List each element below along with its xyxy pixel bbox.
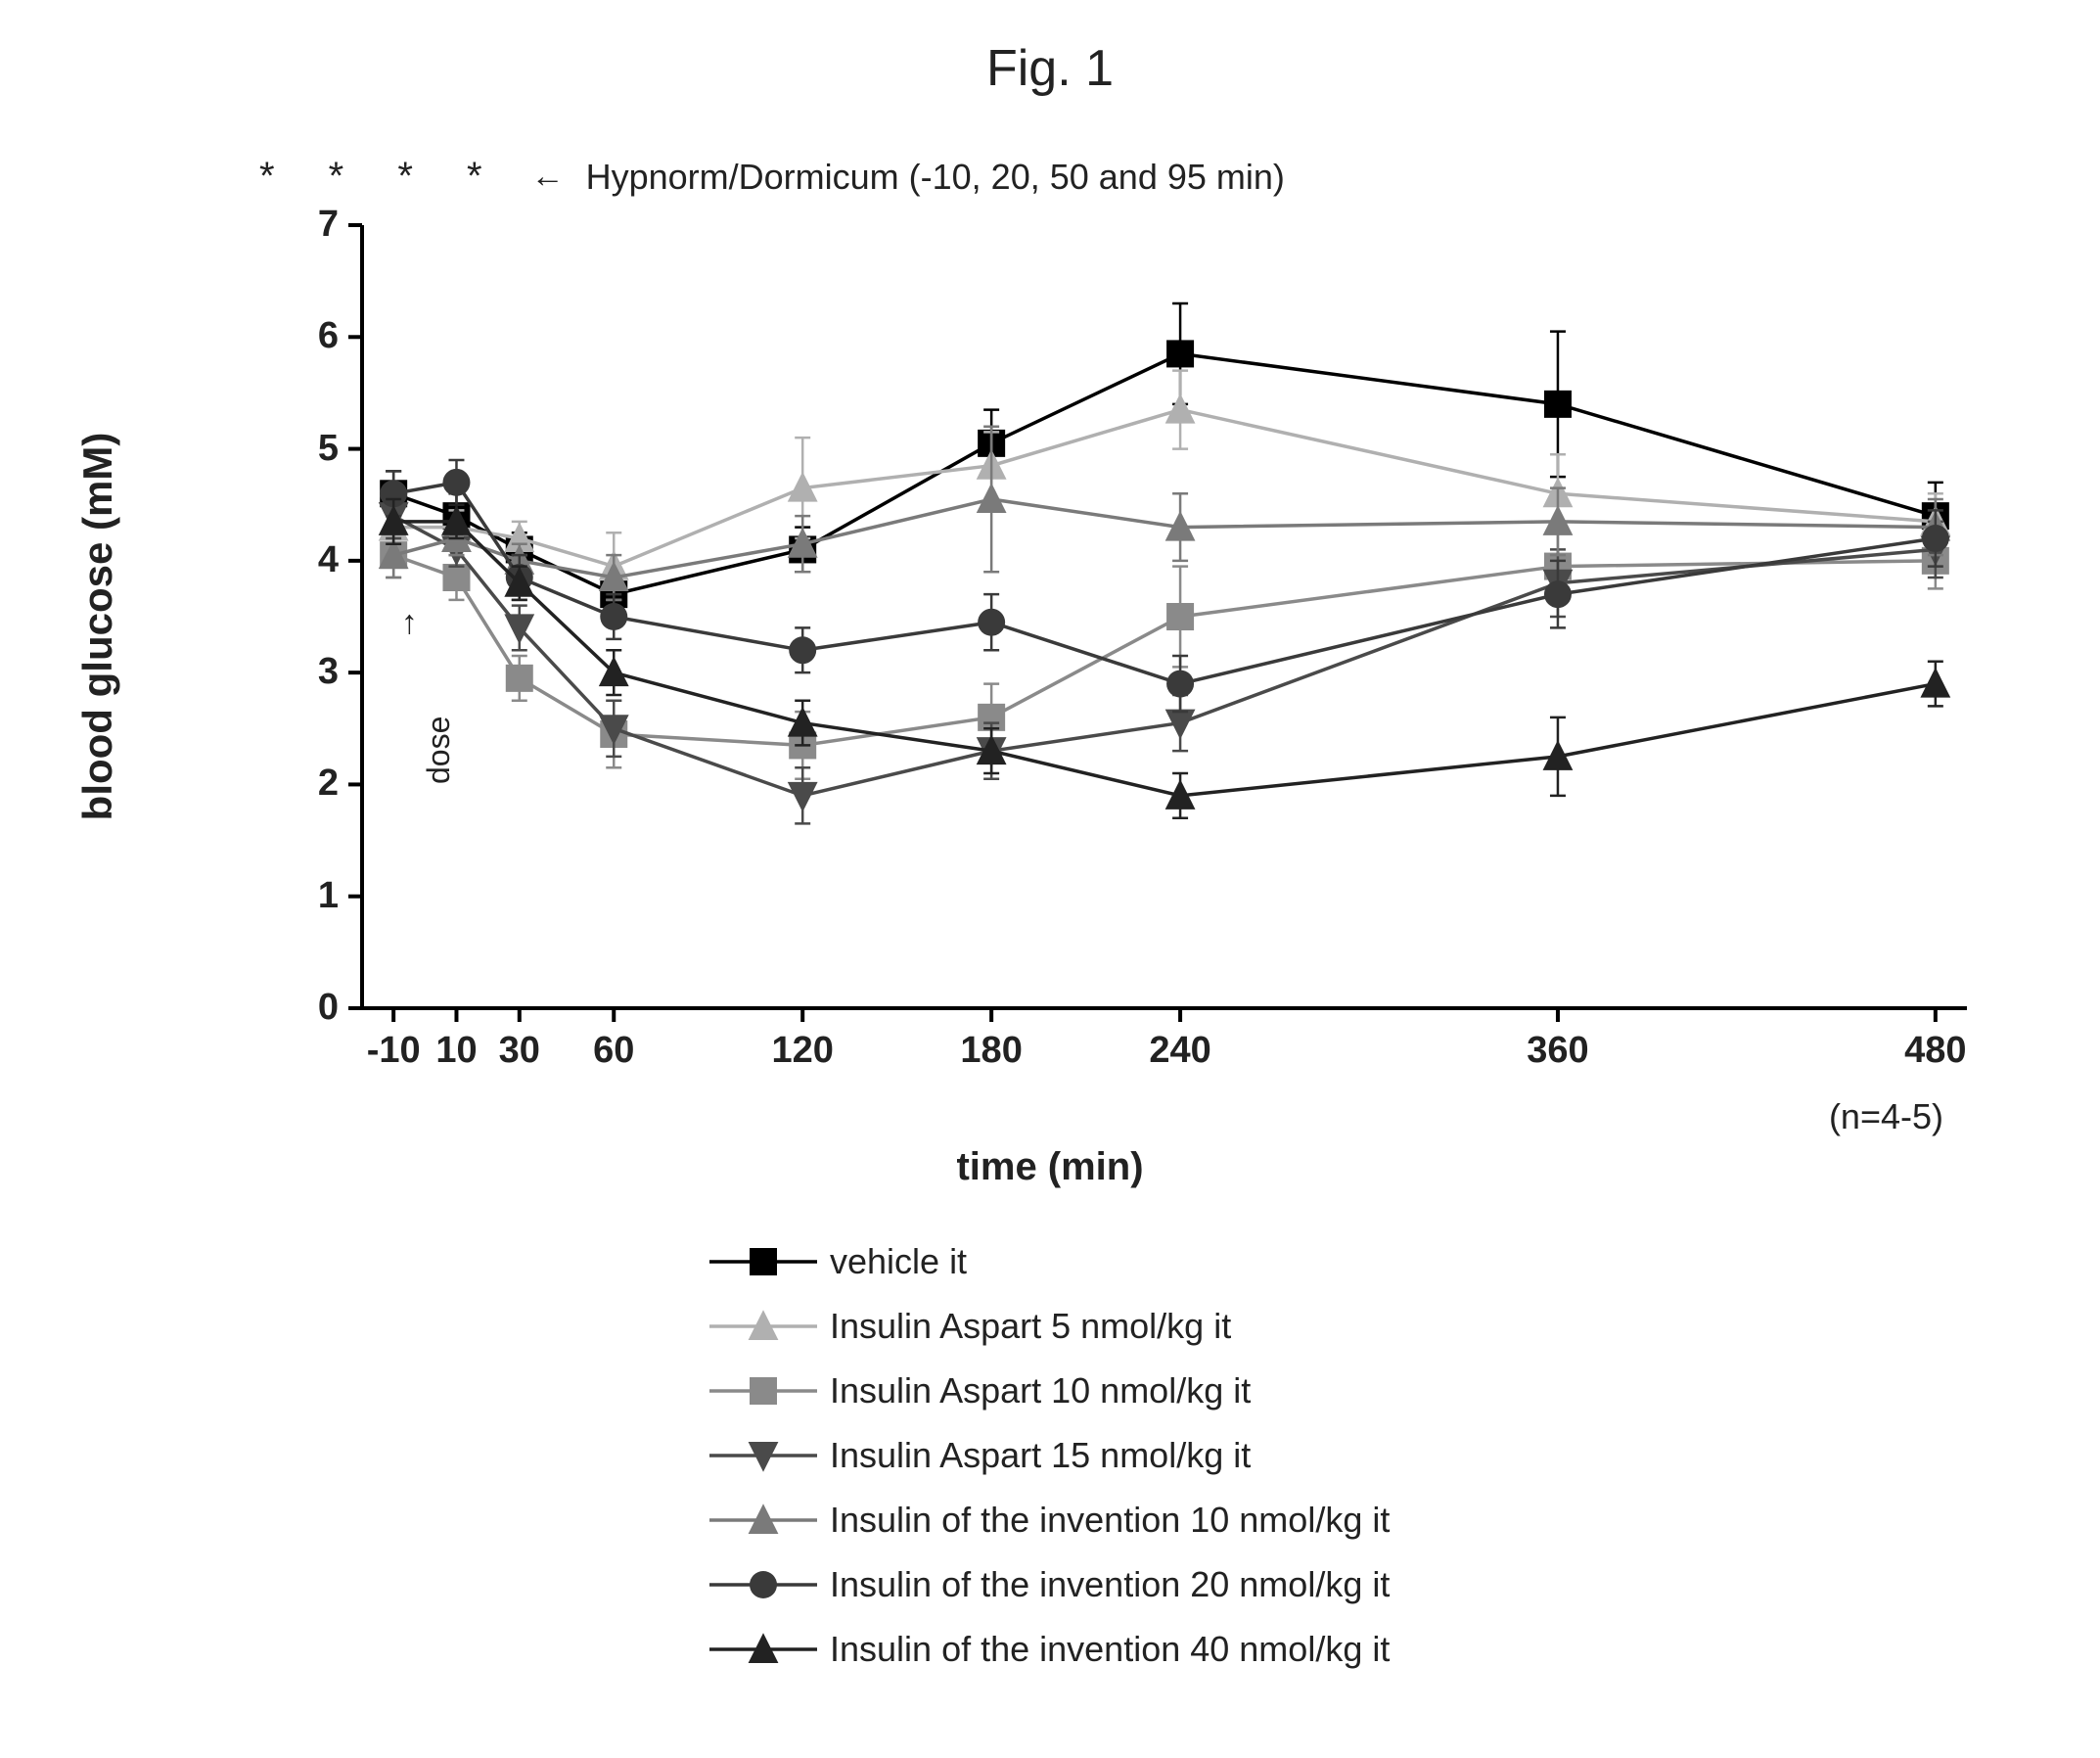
legend-item-inv20: Insulin of the invention 20 nmol/kg it [705, 1556, 1390, 1613]
x-tick-label: 240 [1141, 1030, 1219, 1072]
legend-item-inv40: Insulin of the invention 40 nmol/kg it [705, 1621, 1390, 1678]
y-tick-label: 3 [290, 651, 339, 693]
legend-swatch [705, 1242, 822, 1281]
legend-item-aspart15: Insulin Aspart 15 nmol/kg it [705, 1427, 1390, 1484]
y-tick-label: 6 [290, 315, 339, 357]
x-tick-label: 30 [480, 1030, 559, 1072]
x-tick-label: 360 [1519, 1030, 1597, 1072]
legend-item-inv10: Insulin of the invention 10 nmol/kg it [705, 1492, 1390, 1549]
x-tick-label: 480 [1896, 1030, 1975, 1072]
y-tick-label: 2 [290, 763, 339, 805]
legend-label: Insulin of the invention 40 nmol/kg it [830, 1629, 1390, 1670]
chart-svg: ↑ [108, 206, 1986, 1067]
y-tick-label: 5 [290, 428, 339, 470]
sample-size-label: (n=4-5) [1829, 1096, 1943, 1137]
figure-page: Fig. 1 * * * * ← Hypnorm/Dormicum (-10, … [0, 0, 2100, 1758]
svg-text:↑: ↑ [401, 604, 418, 641]
legend-label: Insulin Aspart 5 nmol/kg it [830, 1306, 1231, 1347]
legend-label: Insulin of the invention 10 nmol/kg it [830, 1500, 1390, 1541]
y-tick-label: 7 [290, 204, 339, 246]
y-tick-label: 4 [290, 539, 339, 581]
annotation-row: * * * * ← Hypnorm/Dormicum (-10, 20, 50 … [259, 155, 1285, 199]
x-tick-label: 120 [763, 1030, 842, 1072]
legend-swatch [705, 1307, 822, 1346]
legend-label: Insulin Aspart 15 nmol/kg it [830, 1435, 1251, 1476]
legend-swatch [705, 1630, 822, 1669]
legend-label: vehicle it [830, 1241, 967, 1282]
x-axis-label: time (min) [0, 1145, 2100, 1189]
legend: vehicle it Insulin Aspart 5 nmol/kg it Ins… [705, 1233, 1390, 1686]
annotation-arrow-icon: ← [531, 158, 565, 196]
y-tick-label: 0 [290, 987, 339, 1029]
legend-item-vehicle: vehicle it [705, 1233, 1390, 1290]
legend-swatch [705, 1436, 822, 1475]
legend-swatch [705, 1501, 822, 1540]
legend-swatch [705, 1371, 822, 1411]
annotation-text: Hypnorm/Dormicum (-10, 20, 50 and 95 min… [586, 157, 1285, 198]
x-tick-label: 180 [952, 1030, 1030, 1072]
figure-title: Fig. 1 [0, 39, 2100, 98]
y-tick-label: 1 [290, 875, 339, 917]
legend-item-aspart5: Insulin Aspart 5 nmol/kg it [705, 1298, 1390, 1355]
dose-label: dose [421, 717, 457, 784]
chart-area: ↑ [108, 206, 1986, 1067]
legend-swatch [705, 1565, 822, 1604]
annotation-stars: * * * * [259, 155, 504, 199]
series-inv10 [379, 427, 1950, 600]
legend-item-aspart10: Insulin Aspart 10 nmol/kg it [705, 1363, 1390, 1419]
x-tick-label: 60 [574, 1030, 653, 1072]
legend-label: Insulin of the invention 20 nmol/kg it [830, 1564, 1390, 1605]
legend-label: Insulin Aspart 10 nmol/kg it [830, 1370, 1251, 1411]
